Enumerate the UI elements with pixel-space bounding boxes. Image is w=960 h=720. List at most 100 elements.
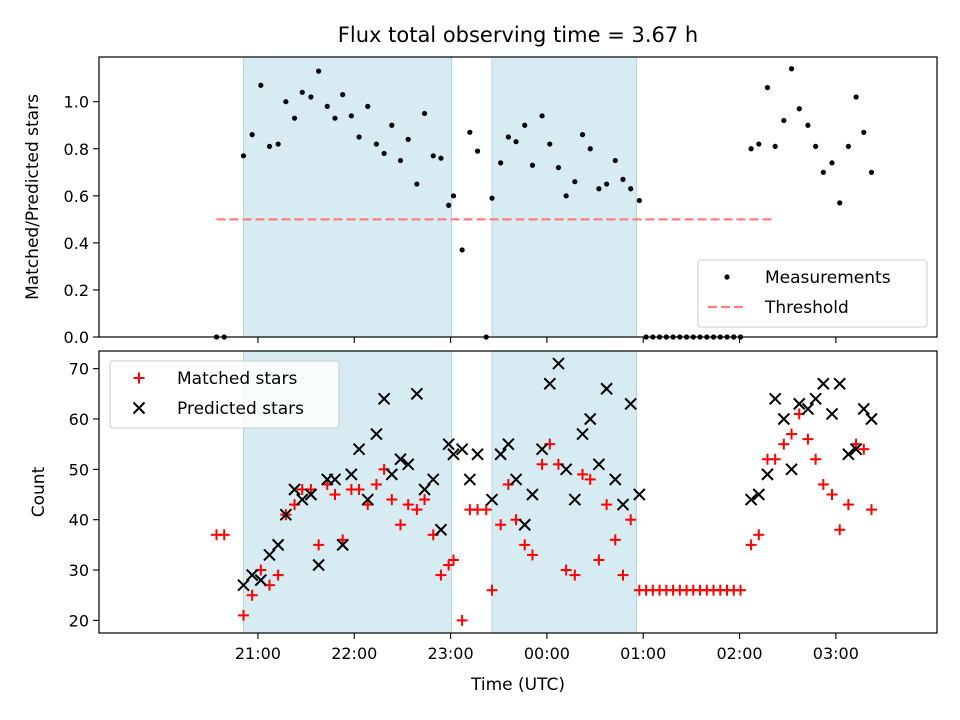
predicted-star-point bbox=[401, 458, 415, 471]
shaded-interval bbox=[491, 350, 637, 634]
measurement-point bbox=[414, 181, 420, 187]
matched-star-point bbox=[246, 589, 258, 601]
predicted-star-point bbox=[361, 493, 374, 506]
x-tick-label: 01:00 bbox=[620, 644, 666, 663]
legend-label: Threshold bbox=[764, 298, 849, 318]
matched-star-point bbox=[769, 453, 781, 465]
y-tick-label: 0.2 bbox=[64, 281, 89, 300]
matched-star-point bbox=[617, 569, 629, 581]
measurement-point bbox=[348, 113, 354, 119]
measurement-point bbox=[539, 113, 545, 119]
matched-star-point bbox=[394, 519, 406, 531]
measurement-point bbox=[748, 146, 754, 152]
predicted-star-point bbox=[761, 468, 774, 481]
measurement-point bbox=[788, 66, 795, 72]
measurement-point bbox=[291, 115, 298, 121]
measurement-point bbox=[474, 148, 481, 154]
predicted-star-point bbox=[559, 463, 573, 476]
matched-star-point bbox=[447, 554, 459, 566]
predicted-star-point bbox=[809, 392, 822, 406]
measurement-point bbox=[837, 200, 843, 206]
shaded-interval bbox=[242, 56, 453, 338]
predicted-star-point bbox=[471, 448, 484, 461]
measurement-point bbox=[308, 94, 314, 100]
measurement-point bbox=[389, 122, 395, 128]
measurement-point bbox=[513, 139, 519, 145]
predicted-star-point bbox=[825, 407, 839, 421]
measurement-point bbox=[258, 82, 264, 88]
measurement-point bbox=[438, 155, 444, 161]
predicted-star-point bbox=[842, 448, 855, 461]
predicted-star-point bbox=[793, 397, 806, 411]
y-tick-label: 20 bbox=[69, 611, 89, 630]
x-tick-label: 21:00 bbox=[235, 644, 281, 663]
y-tick-label: 0.4 bbox=[64, 234, 89, 253]
x-tick-label: 23:00 bbox=[428, 644, 474, 663]
matched-star-point bbox=[456, 614, 468, 626]
y-tick-label: 50 bbox=[69, 460, 89, 479]
predicted-star-point bbox=[370, 427, 383, 441]
measurement-point bbox=[620, 176, 626, 182]
measurement-point bbox=[249, 132, 255, 138]
measurement-point bbox=[365, 103, 371, 110]
measurement-point bbox=[796, 106, 802, 112]
y-tick-label: 70 bbox=[69, 360, 89, 379]
predicted-star-point bbox=[817, 377, 830, 390]
matched-star-point bbox=[560, 564, 572, 576]
predicted-star-point bbox=[345, 468, 358, 481]
measurement-point bbox=[332, 115, 338, 121]
predicted-star-point bbox=[442, 437, 455, 451]
measurement-point bbox=[587, 146, 593, 152]
measurement-point bbox=[628, 186, 634, 192]
predicted-star-point bbox=[254, 573, 268, 587]
predicted-star-point bbox=[377, 392, 391, 406]
predicted-star-point bbox=[744, 493, 758, 506]
measurement-point bbox=[813, 143, 819, 150]
measurement-point bbox=[299, 89, 305, 95]
matched-star-point bbox=[866, 504, 878, 516]
measurement-point bbox=[805, 122, 811, 128]
measurement-point bbox=[764, 84, 771, 91]
measurement-point bbox=[579, 132, 586, 138]
matched-star-point bbox=[313, 539, 325, 551]
measurement-point bbox=[450, 193, 457, 199]
matched-star-point bbox=[842, 499, 854, 511]
predicted-star-point bbox=[833, 377, 846, 390]
predicted-star-point bbox=[777, 412, 791, 426]
predicted-star-point bbox=[447, 448, 460, 461]
matched-star-point bbox=[753, 529, 765, 541]
measurement-point bbox=[316, 68, 322, 74]
measurement-point bbox=[498, 160, 504, 166]
predicted-star-point bbox=[568, 493, 582, 506]
predicted-star-point bbox=[328, 473, 342, 486]
measurement-point bbox=[845, 143, 851, 150]
x-tick-label: 00:00 bbox=[524, 644, 570, 663]
x-tick-label: 02:00 bbox=[716, 644, 762, 663]
predicted-star-point bbox=[633, 488, 646, 501]
matched-star-point bbox=[745, 539, 757, 551]
measurement-point bbox=[397, 157, 404, 164]
measurement-point bbox=[446, 202, 452, 208]
measurement-point bbox=[324, 103, 330, 110]
measurement-point bbox=[868, 169, 875, 175]
predicted-star-point bbox=[592, 458, 606, 471]
predicted-star-point bbox=[263, 548, 276, 562]
predicted-star-point bbox=[584, 412, 597, 426]
legend-label: Matched stars bbox=[177, 369, 297, 389]
predicted-star-point bbox=[245, 568, 259, 582]
predicted-star-point bbox=[418, 483, 431, 496]
matched-star-point bbox=[834, 524, 846, 536]
predicted-star-point bbox=[552, 357, 565, 370]
predicted-star-point bbox=[352, 442, 366, 456]
x-axis-label: Time (UTC) bbox=[470, 675, 565, 695]
predicted-star-point bbox=[271, 538, 285, 552]
predicted-star-point bbox=[434, 523, 448, 536]
matched-star-point bbox=[817, 478, 829, 490]
matched-star-point bbox=[419, 494, 431, 506]
matched-star-point bbox=[786, 428, 798, 440]
legend-marker-predicted bbox=[132, 401, 146, 415]
predicted-star-point bbox=[768, 392, 782, 406]
y-tick-label: 0.8 bbox=[64, 140, 89, 159]
top-panel-ratio: 0.0 0.2 0.4 0.6 0.8 1.0 Matched/Predicted star… bbox=[23, 56, 938, 347]
measurement-point bbox=[522, 122, 528, 128]
